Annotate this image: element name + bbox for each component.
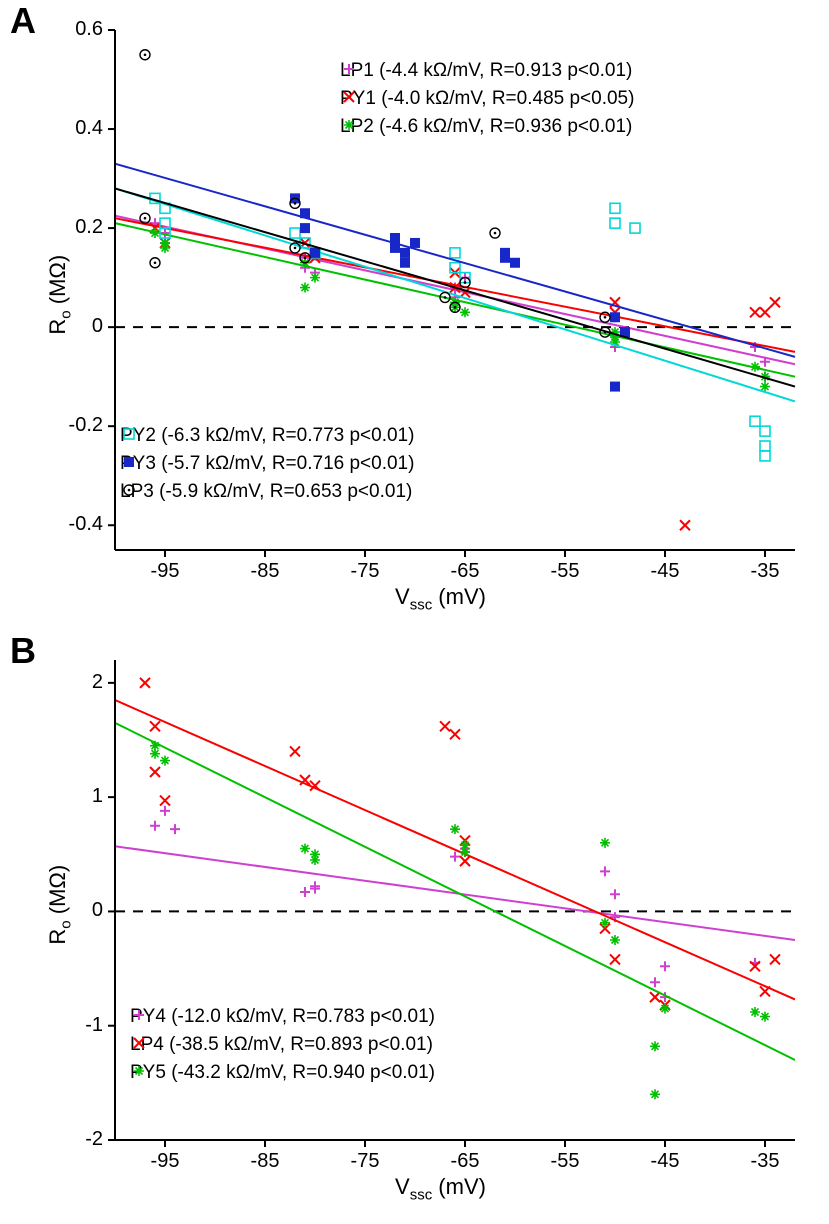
x-tick-label: -45 [640, 1150, 690, 1173]
legend-entry: PY4 (-12.0 kΩ/mV, R=0.783 p<0.01) [130, 1006, 457, 1028]
y-tick-label: 0.2 [53, 216, 103, 239]
y-tick-label: 0.6 [53, 18, 103, 41]
legend-entry: PY1 (-4.0 kΩ/mV, R=0.485 p<0.05) [340, 88, 656, 110]
panel-b-label: B [10, 630, 36, 672]
y-tick-label: -0.2 [53, 414, 103, 437]
x-tick-label: -75 [340, 1150, 390, 1173]
y-tick-label: 0.4 [53, 117, 103, 140]
x-tick-label: -95 [140, 1150, 190, 1173]
legend-entry: LP4 (-38.5 kΩ/mV, R=0.893 p<0.01) [130, 1034, 455, 1056]
x-tick-label: -85 [240, 1150, 290, 1173]
legend-entry: LP3 (-5.9 kΩ/mV, R=0.653 p<0.01) [120, 481, 434, 503]
y-tick-label: 1 [53, 785, 103, 808]
x-tick-label: -45 [640, 560, 690, 583]
x-tick-label: -65 [440, 560, 490, 583]
y-tick-label: -2 [53, 1128, 103, 1151]
legend-entry: PY3 (-5.7 kΩ/mV, R=0.716 p<0.01) [120, 453, 436, 475]
legend-entry: LP1 (-4.4 kΩ/mV, R=0.913 p<0.01) [340, 60, 654, 82]
x-tick-label: -55 [540, 560, 590, 583]
figure: A B -95-85-75-65-55-45-35-0.4-0.200.20.4… [0, 0, 829, 1224]
x-axis-label: Vssc (mV) [395, 584, 486, 613]
legend-entry: PY5 (-43.2 kΩ/mV, R=0.940 p<0.01) [130, 1062, 457, 1084]
legend-entry: LP2 (-4.6 kΩ/mV, R=0.936 p<0.01) [340, 116, 654, 138]
x-tick-label: -75 [340, 560, 390, 583]
x-tick-label: -55 [540, 1150, 590, 1173]
x-tick-label: -95 [140, 560, 190, 583]
x-tick-label: -85 [240, 560, 290, 583]
y-axis-label: Ro (MΩ) [45, 865, 74, 945]
x-tick-label: -35 [740, 1150, 790, 1173]
x-axis-label: Vssc (mV) [395, 1174, 486, 1203]
x-tick-label: -35 [740, 560, 790, 583]
y-tick-label: -1 [53, 1014, 103, 1037]
y-axis-label: Ro (MΩ) [45, 255, 74, 335]
y-tick-label: 2 [53, 671, 103, 694]
panel-a-label: A [10, 0, 36, 42]
x-tick-label: -65 [440, 1150, 490, 1173]
legend-entry: PY2 (-6.3 kΩ/mV, R=0.773 p<0.01) [120, 425, 436, 447]
y-tick-label: -0.4 [53, 513, 103, 536]
